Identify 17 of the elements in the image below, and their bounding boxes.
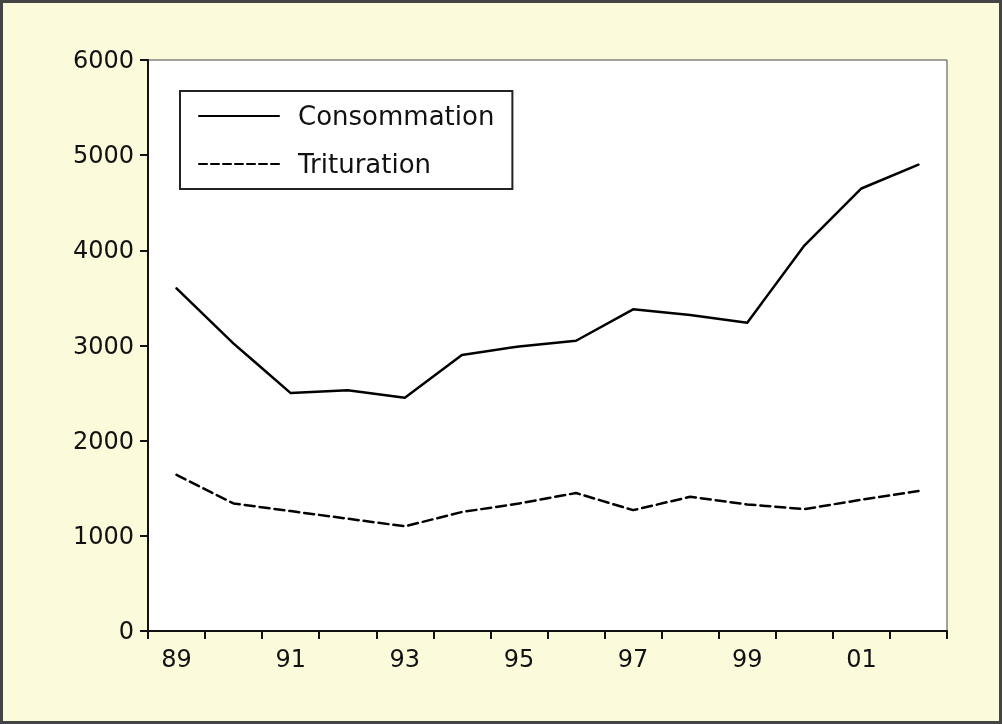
y-tick-label: 2000 [72,426,134,455]
y-tick-label: 5000 [72,141,134,170]
y-tick-label: 1000 [72,521,134,550]
y-tick-label: 4000 [72,236,134,265]
x-tick-label: 91 [275,645,306,673]
x-tick-label: 99 [731,645,763,673]
legend-label: Consommation [298,101,495,131]
x-tick-label: 01 [846,645,877,673]
x-tick-label: 89 [161,645,192,673]
y-tick-label: 0 [118,617,134,645]
x-tick-label: 95 [503,645,535,673]
x-tick-label: 97 [617,645,649,673]
legend-label: Trituration [297,149,432,179]
x-tick-label: 93 [389,645,421,673]
y-tick-label: 6000 [72,46,134,74]
line-series [175,473,920,528]
y-tick-label: 3000 [72,331,134,360]
